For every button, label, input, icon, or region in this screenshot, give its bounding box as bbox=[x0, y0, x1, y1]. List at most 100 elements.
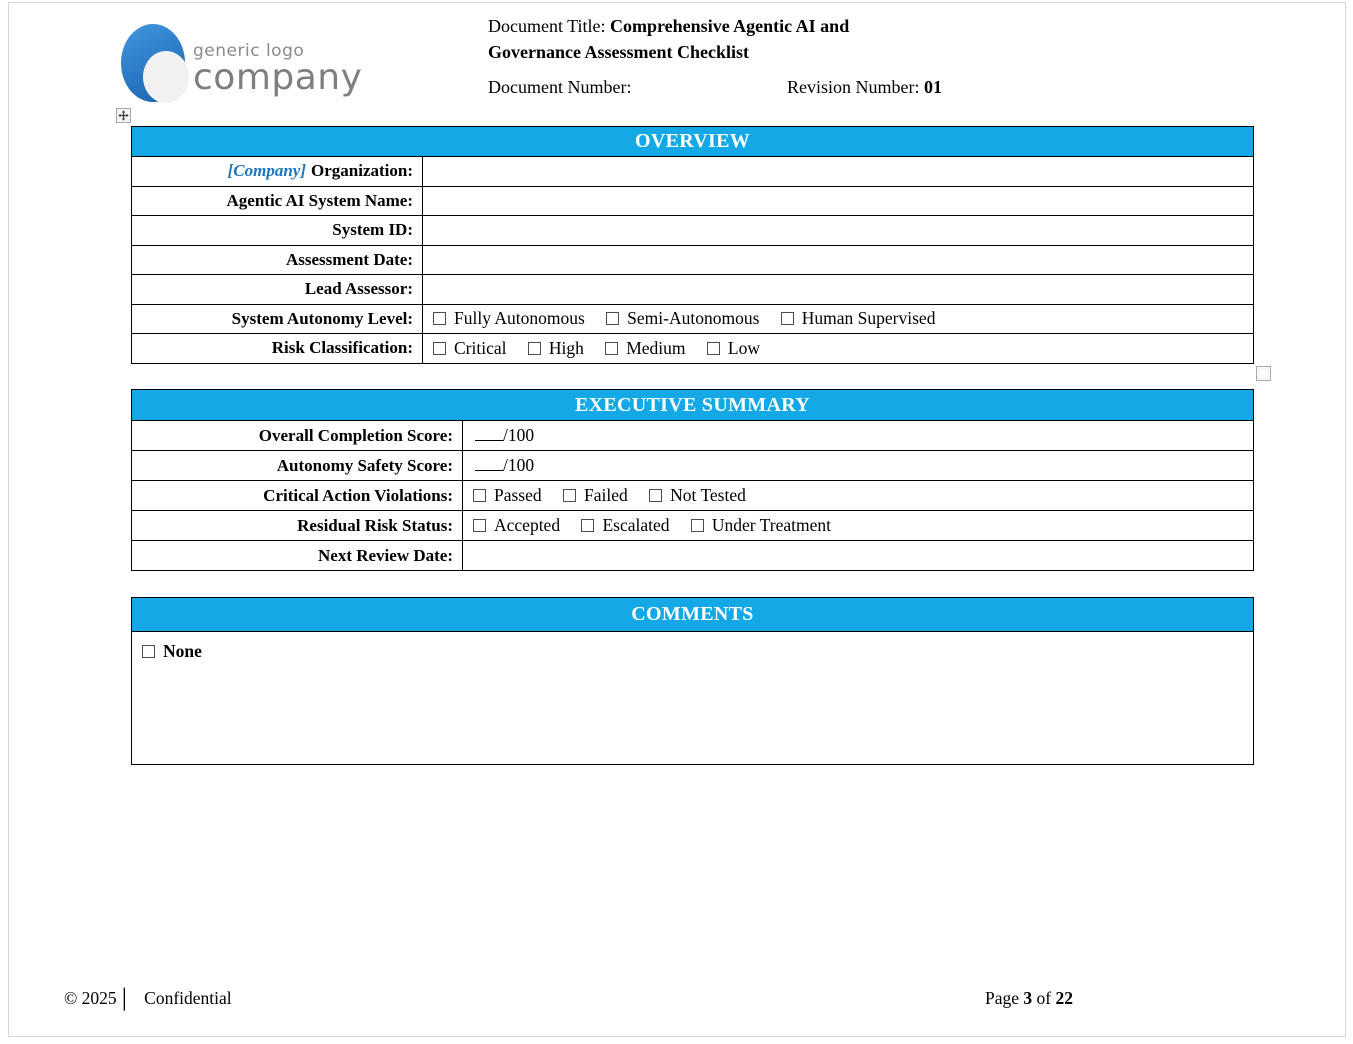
option-fully-autonomous: Fully Autonomous bbox=[433, 308, 585, 328]
revision-number-label: Revision Number: bbox=[787, 77, 924, 97]
checkbox[interactable] bbox=[605, 341, 619, 355]
checkbox[interactable] bbox=[142, 645, 155, 658]
system-id-label: System ID: bbox=[131, 215, 423, 246]
checkbox[interactable] bbox=[780, 312, 794, 326]
next-review-date-input[interactable] bbox=[462, 540, 1254, 571]
checkbox[interactable] bbox=[690, 519, 704, 532]
footer-copyright: © 2025│ Confidential bbox=[64, 988, 232, 1010]
residual-risk-options: Accepted Escalated Under Treatment bbox=[462, 510, 1254, 541]
assessment-date-input[interactable] bbox=[422, 244, 1254, 275]
safety-score-input[interactable]: /100 bbox=[462, 450, 1254, 481]
next-review-date-label: Next Review Date: bbox=[131, 540, 463, 571]
page-number-current: 3 bbox=[1023, 988, 1033, 1008]
option-accepted: Accepted bbox=[473, 515, 560, 535]
company-logo: generic logo company bbox=[121, 23, 411, 108]
table-row: System ID: bbox=[131, 215, 1254, 246]
checkbox[interactable] bbox=[706, 341, 720, 355]
table-resize-handle[interactable] bbox=[1256, 366, 1271, 381]
table-row: Assessment Date: bbox=[131, 244, 1254, 275]
logo-white-circle-icon bbox=[143, 51, 189, 103]
logo-text: generic logo company bbox=[193, 41, 362, 97]
table-move-handle[interactable] bbox=[116, 108, 131, 123]
table-row: Critical Action Violations: Passed Faile… bbox=[131, 480, 1254, 511]
option-under-treatment: Under Treatment bbox=[690, 515, 831, 535]
risk-classification-options: Critical High Medium Low bbox=[422, 333, 1254, 364]
option-escalated: Escalated bbox=[581, 515, 670, 535]
autonomy-level-label: System Autonomy Level: bbox=[131, 303, 423, 334]
executive-summary-table: EXECUTIVE SUMMARY Overall Completion Sco… bbox=[131, 389, 1254, 571]
comments-header: COMMENTS bbox=[131, 597, 1254, 632]
checkbox[interactable] bbox=[563, 489, 577, 502]
document-title-line: Document Title: Comprehensive Agentic AI… bbox=[488, 13, 958, 65]
company-placeholder: [Company] bbox=[227, 161, 306, 181]
table-row: Overall Completion Score: /100 bbox=[131, 420, 1254, 451]
checkbox[interactable] bbox=[581, 519, 595, 532]
option-none: None bbox=[142, 641, 202, 661]
option-low: Low bbox=[706, 338, 760, 358]
revision-number: Revision Number: 01 bbox=[787, 74, 942, 100]
table-row: System Autonomy Level: Fully Autonomous … bbox=[131, 303, 1254, 334]
option-failed: Failed bbox=[563, 485, 628, 505]
table-row: Risk Classification: Critical High Mediu… bbox=[131, 333, 1254, 364]
violations-options: Passed Failed Not Tested bbox=[462, 480, 1254, 511]
checkbox[interactable] bbox=[649, 489, 663, 502]
violations-label: Critical Action Violations: bbox=[131, 480, 463, 511]
table-row: Autonomy Safety Score: /100 bbox=[131, 450, 1254, 481]
table-row: Lead Assessor: bbox=[131, 274, 1254, 305]
option-critical: Critical bbox=[433, 338, 506, 358]
risk-classification-label: Risk Classification: bbox=[131, 333, 423, 364]
revision-number-value: 01 bbox=[924, 77, 942, 97]
organization-input[interactable] bbox=[422, 156, 1254, 187]
option-not-tested: Not Tested bbox=[649, 485, 746, 505]
score-blank-line bbox=[475, 426, 503, 441]
document-meta-row: Document Number: Revision Number: 01 bbox=[488, 74, 958, 100]
checkbox[interactable] bbox=[433, 312, 446, 326]
autonomy-level-options: Fully Autonomous Semi-Autonomous Human S… bbox=[422, 303, 1254, 334]
table-row: None bbox=[131, 631, 1254, 765]
option-semi-autonomous: Semi-Autonomous bbox=[606, 308, 759, 328]
checkbox[interactable] bbox=[473, 489, 486, 502]
option-passed: Passed bbox=[473, 485, 542, 505]
checkbox[interactable] bbox=[473, 519, 486, 532]
copyright-year: © 2025 bbox=[64, 988, 117, 1008]
document-title-block: Document Title: Comprehensive Agentic AI… bbox=[488, 13, 958, 100]
score-blank-line bbox=[475, 456, 503, 471]
document-number-label: Document Number: bbox=[488, 77, 632, 97]
checkbox[interactable] bbox=[527, 341, 541, 355]
logo-tagline: generic logo bbox=[193, 41, 305, 61]
document-title-value-line2: Governance Assessment Checklist bbox=[488, 42, 749, 62]
lead-assessor-label: Lead Assessor: bbox=[131, 274, 423, 305]
system-name-label: Agentic AI System Name: bbox=[131, 185, 423, 216]
comments-body[interactable]: None bbox=[131, 631, 1254, 765]
table-row: Next Review Date: bbox=[131, 540, 1254, 571]
residual-risk-label: Residual Risk Status: bbox=[131, 510, 463, 541]
checkbox[interactable] bbox=[606, 312, 620, 326]
move-arrows-icon bbox=[118, 110, 129, 121]
document-title-value-line1: Comprehensive Agentic AI and bbox=[610, 16, 850, 36]
logo-company-name: company bbox=[193, 57, 363, 98]
option-high: High bbox=[527, 338, 584, 358]
page-number-total: 22 bbox=[1055, 988, 1073, 1008]
assessment-date-label: Assessment Date: bbox=[131, 244, 423, 275]
option-medium: Medium bbox=[605, 338, 686, 358]
system-id-input[interactable] bbox=[422, 215, 1254, 246]
executive-summary-header: EXECUTIVE SUMMARY bbox=[131, 389, 1254, 421]
comments-table: COMMENTS None bbox=[131, 597, 1254, 765]
overview-header: OVERVIEW bbox=[131, 126, 1254, 157]
page-number: Page 3 of 22 bbox=[985, 988, 1073, 1008]
overview-table: OVERVIEW [Company] Organization: Agentic … bbox=[131, 126, 1254, 364]
table-row: Residual Risk Status: Accepted Escalated… bbox=[131, 510, 1254, 541]
option-human-supervised: Human Supervised bbox=[780, 308, 935, 328]
table-row: Agentic AI System Name: bbox=[131, 185, 1254, 216]
safety-score-label: Autonomy Safety Score: bbox=[131, 450, 463, 481]
confidential-label: Confidential bbox=[144, 988, 232, 1008]
table-row: [Company] Organization: bbox=[131, 156, 1254, 187]
completion-score-input[interactable]: /100 bbox=[462, 420, 1254, 451]
checkbox[interactable] bbox=[433, 341, 446, 355]
footer-separator: │ bbox=[117, 989, 132, 1010]
organization-label: [Company] Organization: bbox=[131, 156, 423, 187]
lead-assessor-input[interactable] bbox=[422, 274, 1254, 305]
document-title-label: Document Title: bbox=[488, 16, 611, 36]
completion-score-label: Overall Completion Score: bbox=[131, 420, 463, 451]
system-name-input[interactable] bbox=[422, 185, 1254, 216]
